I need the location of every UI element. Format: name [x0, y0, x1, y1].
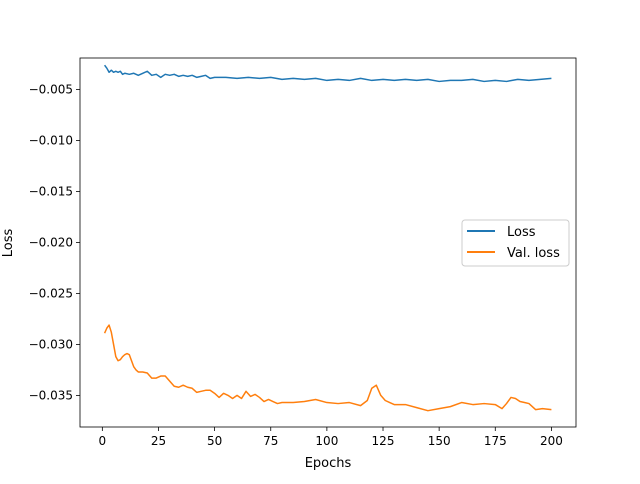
y-tick-label: −0.005	[29, 83, 73, 97]
legend-label-loss: Loss	[507, 225, 536, 240]
x-tick-label: 0	[99, 434, 107, 448]
series-layer	[103, 64, 552, 412]
y-axis-label: Loss	[1, 229, 16, 258]
x-axis-ticks: 0 25 50 75 100 125 150 175 200	[99, 427, 563, 448]
y-tick-label: −0.025	[29, 286, 73, 300]
series-line-val-loss	[103, 324, 552, 412]
series-line-loss	[103, 64, 552, 83]
y-tick-label: −0.015	[29, 185, 73, 199]
legend: Loss Val. loss	[461, 219, 570, 267]
x-tick-label: 200	[540, 434, 563, 448]
x-tick-label: 125	[372, 434, 395, 448]
legend-label-val-loss: Val. loss	[507, 246, 560, 261]
x-tick-label: 25	[151, 434, 166, 448]
y-axis-ticks: −0.035 −0.030 −0.025 −0.020 −0.015 −0.010 −0.0…	[29, 83, 80, 402]
x-tick-label: 75	[263, 434, 278, 448]
x-tick-label: 50	[207, 434, 222, 448]
y-tick-label: −0.035	[29, 388, 73, 402]
y-tick-label: −0.020	[29, 236, 73, 250]
x-tick-label: 150	[428, 434, 451, 448]
x-tick-label: 175	[484, 434, 507, 448]
y-tick-label: −0.030	[29, 337, 73, 351]
y-tick-label: −0.010	[29, 134, 73, 148]
x-tick-label: 100	[315, 434, 338, 448]
plot-frame	[79, 57, 577, 428]
x-axis-label: Epochs	[305, 456, 352, 471]
